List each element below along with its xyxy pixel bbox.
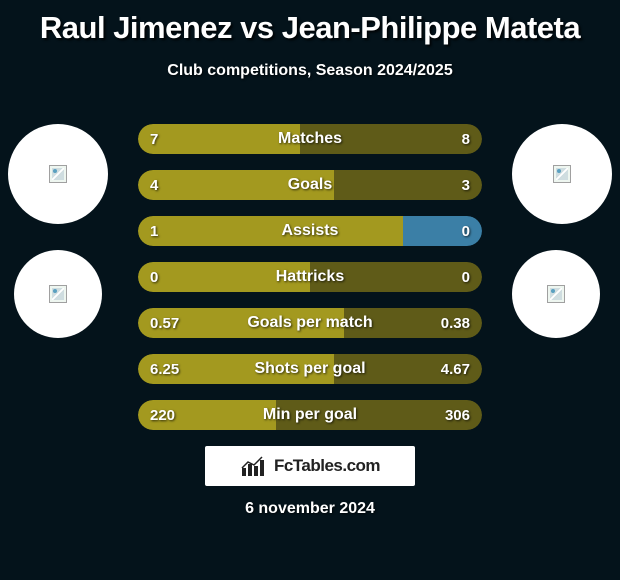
stat-label: Assists (138, 222, 482, 240)
stat-bar-row: 10Assists (138, 216, 482, 246)
broken-image-icon (49, 285, 67, 303)
logo-text: FcTables.com (274, 456, 380, 476)
stat-bar-row: 0.570.38Goals per match (138, 308, 482, 338)
broken-image-icon (547, 285, 565, 303)
right-avatar-column (512, 124, 612, 338)
page-subtitle: Club competitions, Season 2024/2025 (0, 62, 620, 80)
stat-label: Matches (138, 130, 482, 148)
stats-bar-chart: 78Matches 43Goals 10Assists 00Hattricks 0.57… (138, 124, 482, 430)
club1-logo-circle (14, 250, 102, 338)
stat-bar-row: 43Goals (138, 170, 482, 200)
stat-label: Shots per goal (138, 360, 482, 378)
stat-label: Goals per match (138, 314, 482, 332)
fctables-logo[interactable]: FcTables.com (205, 446, 415, 486)
stat-label: Goals (138, 176, 482, 194)
stat-label: Hattricks (138, 268, 482, 286)
club2-logo-circle (512, 250, 600, 338)
player1-avatar-circle (8, 124, 108, 224)
stat-bar-row: 00Hattricks (138, 262, 482, 292)
player2-avatar-circle (512, 124, 612, 224)
stat-bar-row: 78Matches (138, 124, 482, 154)
left-avatar-column (8, 124, 108, 338)
page-title: Raul Jimenez vs Jean-Philippe Mateta (0, 0, 620, 46)
stat-bar-row: 6.254.67Shots per goal (138, 354, 482, 384)
logo-chart-icon (240, 456, 268, 476)
broken-image-icon (553, 165, 571, 183)
date-text: 6 november 2024 (0, 500, 620, 518)
stat-label: Min per goal (138, 406, 482, 424)
stat-bar-row: 220306Min per goal (138, 400, 482, 430)
broken-image-icon (49, 165, 67, 183)
